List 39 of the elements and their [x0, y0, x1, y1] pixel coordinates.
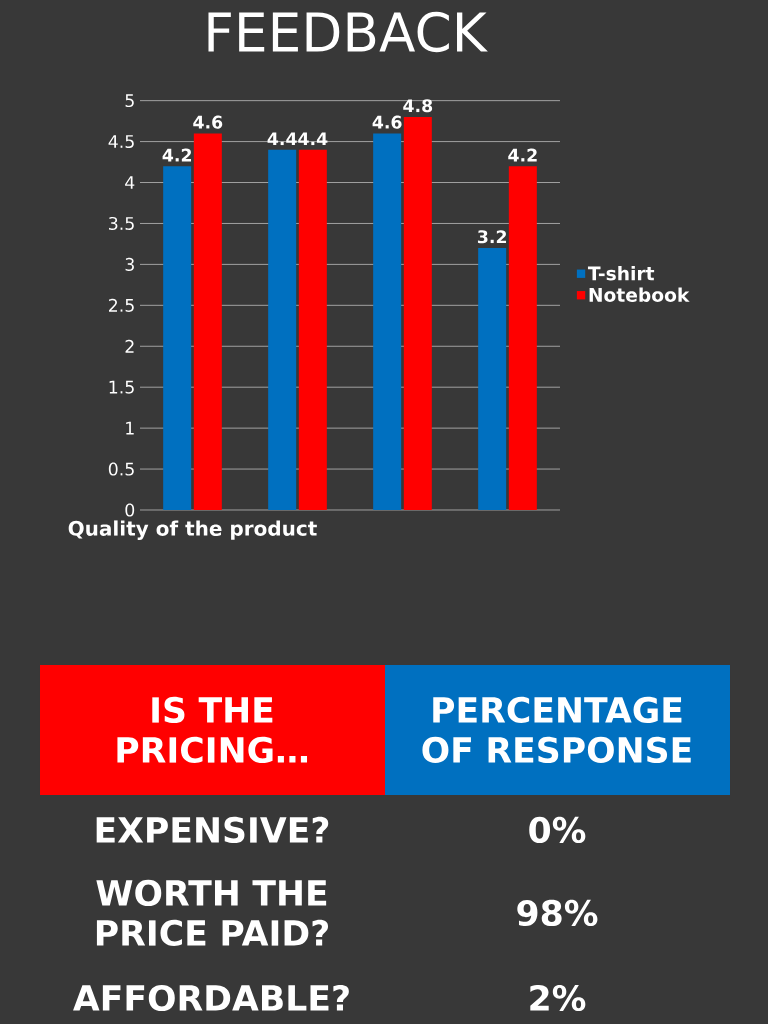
data-label: 4.2: [508, 148, 537, 162]
text: 98%: [517, 899, 598, 927]
data-label: 4.4: [267, 132, 297, 146]
y-tick-label: 1.5: [109, 380, 134, 394]
category-label: WORTH THE PRICE PAID?: [96, 879, 329, 947]
y-tick-label: 5: [125, 94, 134, 108]
data-label: 4.2: [162, 148, 192, 162]
y-tick-label: 0.5: [108, 462, 134, 476]
bar: [163, 166, 192, 510]
bar: [193, 133, 222, 510]
y-tick-label: 1: [126, 421, 134, 435]
y-tick-label: 2.5: [109, 298, 134, 312]
data-label: 3.2: [477, 230, 507, 244]
bar: [403, 117, 432, 510]
y-tick-label: 4: [125, 176, 135, 189]
bar: [508, 166, 537, 510]
text: 2%: [530, 984, 586, 1012]
data-label: 4.4: [298, 132, 328, 146]
bar: [268, 149, 297, 510]
legend-label: Notebook: [589, 287, 690, 302]
y-tick-label: 3.5: [109, 216, 134, 231]
y-tick-label: 0: [125, 503, 135, 517]
category-label: AFFORDABLE?: [73, 984, 349, 1012]
data-label: 4.8: [403, 99, 433, 113]
x-tick-label: Quality of the product: [68, 520, 317, 540]
y-tick-label: 2: [125, 339, 134, 353]
text: PERCENTAGE OF RESPONSE: [422, 696, 691, 764]
category-label: EXPENSIVE?: [96, 816, 329, 844]
bar: [478, 248, 507, 510]
y-tick-label: 3: [125, 257, 134, 271]
data-label: 4.6: [193, 115, 223, 129]
chart-title: FEEDBACK: [208, 11, 488, 53]
legend-label: T-shirt: [587, 266, 655, 281]
y-tick-label: 4.5: [108, 135, 134, 149]
text: IS THE PRICING…: [117, 696, 308, 764]
bar: [373, 133, 402, 510]
data-label: 4.6: [372, 115, 402, 129]
bar: [298, 149, 327, 510]
text: 0%: [529, 816, 586, 844]
